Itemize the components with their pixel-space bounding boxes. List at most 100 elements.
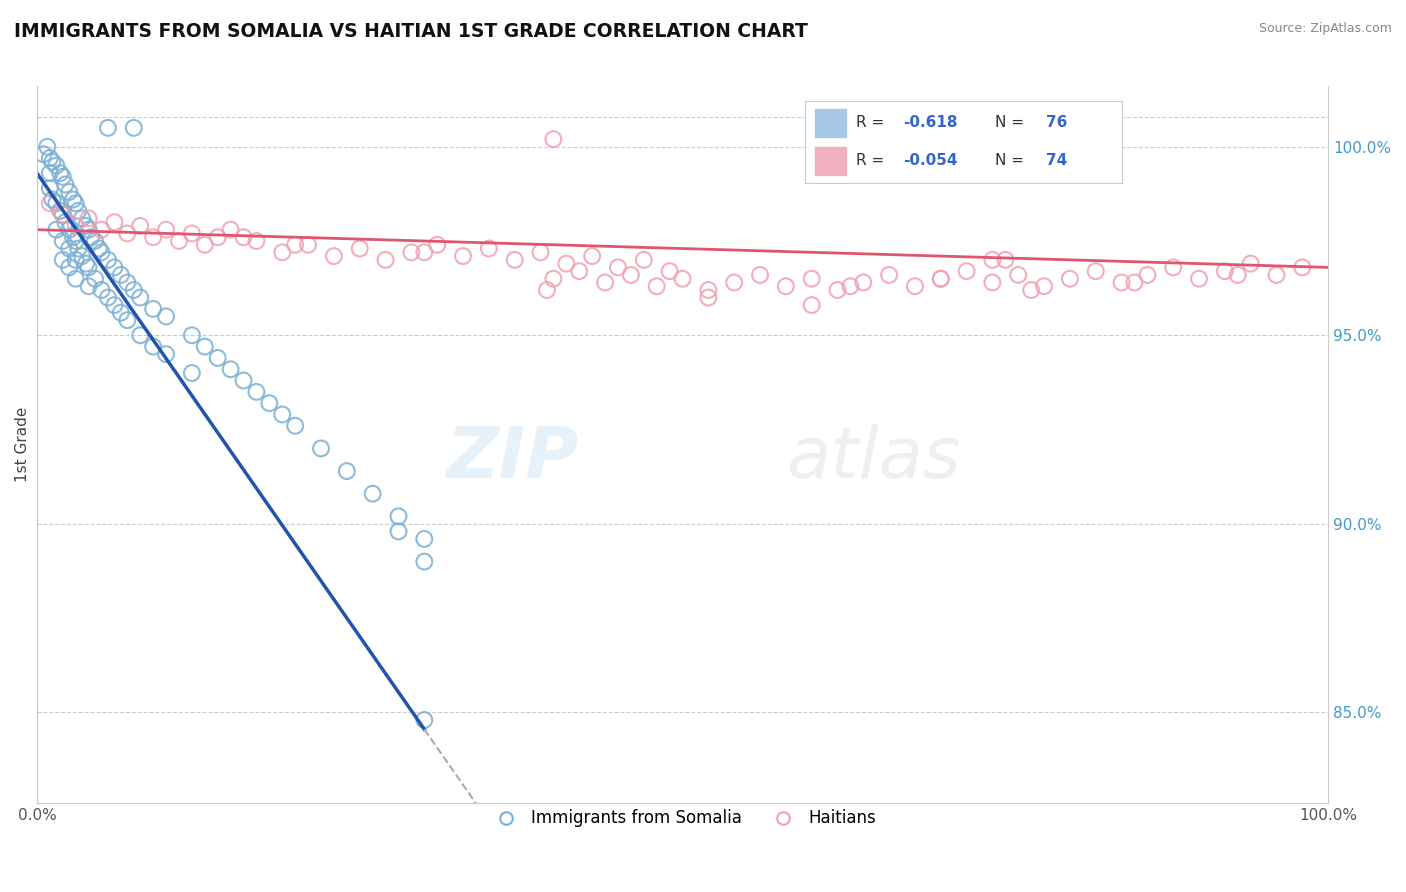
Point [77, 260, 100, 275]
Legend: Immigrants from Somalia, Haitians: Immigrants from Somalia, Haitians [482, 803, 883, 834]
Point [543, 271, 565, 285]
Point [529, 245, 551, 260]
Point [117, 227, 139, 241]
Point [49, 203, 72, 218]
Point [413, 555, 436, 569]
Point [981, 252, 1004, 267]
Point [41, 193, 63, 207]
Point [207, 230, 229, 244]
Point [877, 268, 900, 282]
Point [52, 169, 75, 184]
Point [129, 328, 152, 343]
Point [555, 257, 578, 271]
Point [1240, 257, 1263, 271]
Point [994, 252, 1017, 267]
Point [827, 283, 849, 297]
Point [142, 301, 165, 316]
Point [581, 249, 603, 263]
Point [1291, 260, 1313, 275]
Point [658, 264, 681, 278]
Point [38, 196, 60, 211]
Point [1188, 271, 1211, 285]
Point [568, 264, 591, 278]
Point [1226, 268, 1249, 282]
Point [503, 252, 526, 267]
Point [645, 279, 668, 293]
Point [180, 227, 202, 241]
Point [1136, 268, 1159, 282]
Point [593, 276, 616, 290]
Point [117, 276, 139, 290]
Point [77, 222, 100, 236]
Point [401, 245, 423, 260]
Point [219, 362, 242, 376]
Point [929, 271, 952, 285]
Point [58, 185, 80, 199]
Point [32, 147, 55, 161]
Point [1265, 268, 1288, 282]
Point [110, 268, 132, 282]
Point [45, 159, 67, 173]
Point [97, 291, 120, 305]
Point [142, 230, 165, 244]
Point [413, 245, 436, 260]
Point [194, 237, 217, 252]
Point [70, 211, 93, 226]
Point [62, 193, 84, 207]
Point [451, 249, 474, 263]
Point [49, 166, 72, 180]
Point [536, 283, 558, 297]
Point [284, 418, 307, 433]
Point [58, 260, 80, 275]
Point [297, 237, 319, 252]
Point [671, 271, 693, 285]
Point [37, 139, 59, 153]
Point [387, 509, 409, 524]
Point [122, 120, 145, 135]
Text: Source: ZipAtlas.com: Source: ZipAtlas.com [1258, 22, 1392, 36]
Point [75, 257, 97, 271]
Point [981, 276, 1004, 290]
Point [413, 532, 436, 546]
Point [53, 215, 76, 229]
Point [65, 252, 87, 267]
Point [90, 245, 112, 260]
Point [219, 222, 242, 236]
Point [84, 271, 107, 285]
Point [52, 252, 75, 267]
Point [1213, 264, 1236, 278]
Point [413, 713, 436, 727]
Point [65, 234, 87, 248]
Point [65, 271, 87, 285]
Point [180, 366, 202, 380]
Point [929, 271, 952, 285]
Point [180, 328, 202, 343]
Point [129, 291, 152, 305]
Point [97, 252, 120, 267]
Point [67, 203, 90, 218]
Point [38, 151, 60, 165]
Text: IMMIGRANTS FROM SOMALIA VS HAITIAN 1ST GRADE CORRELATION CHART: IMMIGRANTS FROM SOMALIA VS HAITIAN 1ST G… [14, 22, 808, 41]
Point [426, 237, 449, 252]
Point [1059, 271, 1081, 285]
Point [167, 234, 190, 248]
Point [800, 271, 823, 285]
Point [955, 264, 977, 278]
Point [232, 374, 254, 388]
Point [207, 351, 229, 365]
Point [52, 208, 75, 222]
Point [87, 242, 110, 256]
Point [77, 279, 100, 293]
Point [374, 252, 396, 267]
Point [387, 524, 409, 539]
Point [336, 464, 359, 478]
Point [1019, 283, 1042, 297]
Point [129, 219, 152, 233]
Point [904, 279, 927, 293]
Point [620, 268, 643, 282]
Point [245, 234, 267, 248]
Point [1007, 268, 1029, 282]
Text: ZIP: ZIP [447, 425, 579, 493]
Point [1033, 279, 1056, 293]
Point [245, 384, 267, 399]
